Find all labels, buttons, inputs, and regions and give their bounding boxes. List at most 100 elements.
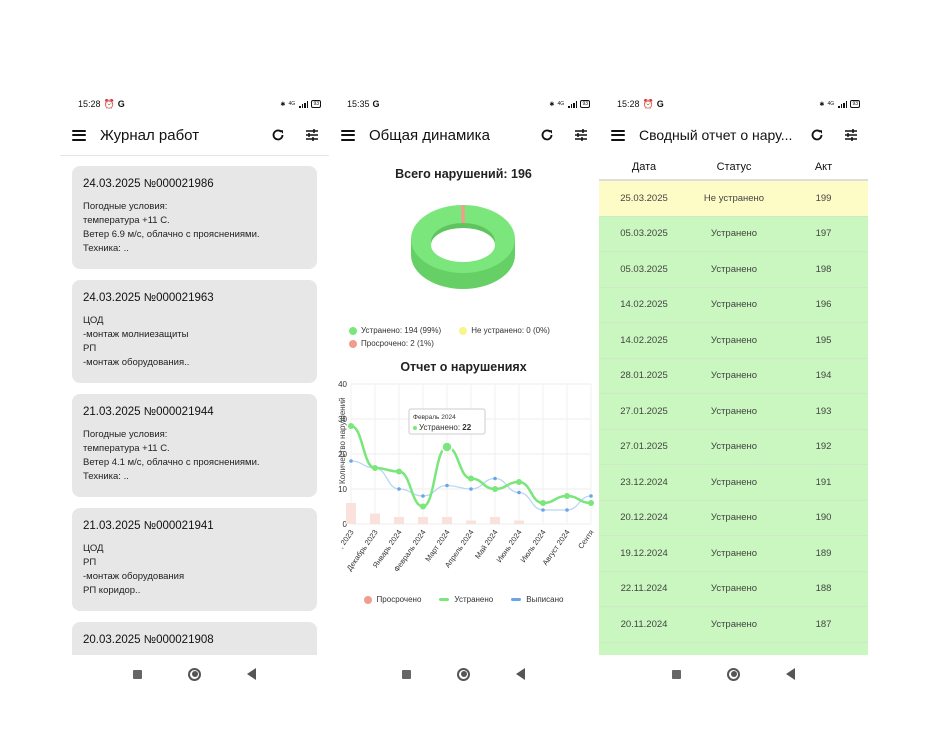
overdue-bar[interactable] — [418, 517, 428, 524]
table-row[interactable]: 28.01.2025 Устранено 194 — [599, 358, 868, 394]
overdue-bar[interactable] — [346, 503, 356, 524]
table-row[interactable]: 23.12.2024 Устранено 191 — [599, 465, 868, 501]
journal-card[interactable]: 24.03.2025 №000021986 Погодные условия: те… — [72, 166, 317, 269]
cell-date: 14.02.2025 — [620, 334, 668, 346]
column-header-act[interactable]: Акт — [814, 161, 833, 173]
filter-settings-icon[interactable] — [574, 128, 588, 142]
donut-slice-overdue[interactable] — [461, 205, 465, 223]
journal-card-line: ЦОД — [83, 315, 104, 326]
divider — [60, 155, 329, 156]
column-header-status[interactable]: Статус — [716, 161, 752, 173]
table-row[interactable]: 25.03.2025 Не устранено 199 — [599, 181, 868, 217]
recents-icon[interactable] — [402, 669, 411, 679]
back-icon[interactable] — [516, 668, 525, 680]
journal-card-line: -монтаж оборудования — [83, 571, 185, 582]
issued-point[interactable] — [565, 508, 569, 512]
table-row[interactable]: 22.11.2024 Устранено 188 — [599, 571, 868, 607]
legend-item[interactable]: Устранено: 194 (99%) — [349, 326, 441, 335]
refresh-icon[interactable] — [271, 128, 285, 142]
recents-icon[interactable] — [672, 669, 681, 679]
table-row[interactable]: 19.12.2024 Устранено 189 — [599, 536, 868, 572]
resolved-point[interactable] — [348, 423, 354, 429]
legend-label: Просрочено — [376, 595, 422, 604]
battery-icon: 93 — [850, 100, 860, 108]
resolved-point[interactable] — [492, 486, 498, 492]
home-icon[interactable] — [727, 667, 740, 681]
filter-settings-icon[interactable] — [305, 128, 319, 142]
resolved-point[interactable] — [468, 475, 474, 482]
cell-status: Устранено — [710, 334, 758, 346]
back-icon[interactable] — [247, 668, 256, 680]
menu-icon[interactable] — [341, 129, 355, 141]
journal-card-line: -монтаж оборудования.. — [83, 357, 190, 368]
refresh-icon[interactable] — [540, 128, 554, 142]
issued-point[interactable] — [541, 508, 545, 512]
home-icon[interactable] — [188, 667, 201, 681]
resolved-point[interactable] — [588, 500, 594, 506]
alarm-icon: ⏰ — [642, 98, 654, 109]
tooltip-label: Устранено: 22 — [419, 423, 472, 432]
issued-point[interactable] — [493, 476, 497, 481]
table-row[interactable]: 05.03.2025 Устранено 198 — [599, 252, 868, 288]
phone-general-dynamics: 15:35 G ✱ 4G 93 Общая динамика Всего нару… — [329, 93, 598, 693]
legend-item[interactable]: Просрочено — [363, 595, 422, 604]
overdue-bar[interactable] — [442, 517, 452, 524]
resolved-point[interactable] — [420, 503, 426, 510]
recents-icon[interactable] — [133, 669, 142, 679]
issued-point[interactable] — [469, 487, 473, 491]
back-icon[interactable] — [786, 668, 795, 680]
overdue-bar[interactable] — [370, 513, 380, 525]
legend-item[interactable]: Не устранено: 0 (0%) — [459, 326, 550, 335]
issued-point[interactable] — [589, 494, 593, 498]
phone-work-journal: 15:28 ⏰ G ✱ 4G 93 Журнал работ 24.03.2025 … — [60, 93, 329, 693]
table-row[interactable]: 27.01.2025 Устранено 192 — [599, 429, 868, 465]
journal-card[interactable]: 21.03.2025 №000021944 Погодные условия: те… — [72, 394, 317, 497]
cell-status: Устранено — [710, 441, 758, 453]
menu-icon[interactable] — [611, 129, 625, 141]
table-row[interactable]: 05.03.2025 Устранено 197 — [599, 216, 868, 252]
cell-status: Устранено — [710, 583, 758, 595]
cell-act: 190 — [815, 512, 832, 524]
menu-icon[interactable] — [72, 129, 86, 141]
column-header-date[interactable]: Дата — [631, 161, 657, 173]
highlighted-point[interactable] — [441, 441, 453, 453]
resolved-point[interactable] — [396, 468, 402, 475]
journal-card[interactable]: 21.03.2025 №000021941 ЦОД РП -монтаж оборуд… — [72, 508, 317, 611]
issued-point[interactable] — [421, 494, 425, 498]
refresh-icon[interactable] — [810, 128, 824, 142]
overdue-bar[interactable] — [466, 520, 476, 525]
overdue-bar[interactable] — [394, 517, 404, 524]
table-row[interactable]: 14.02.2025 Устранено 196 — [599, 287, 868, 323]
legend-item[interactable]: Устранено — [439, 595, 493, 604]
overdue-bar[interactable] — [514, 520, 524, 525]
journal-card-line: РП — [83, 557, 97, 568]
overdue-bar[interactable] — [490, 517, 500, 524]
status-bar: 15:35 G ✱ 4G 93 — [329, 93, 598, 115]
tooltip-value: 22 — [462, 423, 471, 432]
issued-point[interactable] — [445, 483, 449, 488]
table-row[interactable]: 20.12.2024 Устранено 190 — [599, 500, 868, 536]
system-nav-bar — [60, 655, 329, 693]
table-row[interactable]: 20.11.2024 Устранено 187 — [599, 607, 868, 643]
resolved-point[interactable] — [540, 500, 546, 506]
resolved-point[interactable] — [372, 465, 378, 471]
cell-act: 188 — [815, 583, 832, 595]
table-row[interactable]: 14.02.2025 Устранено 195 — [599, 323, 868, 359]
table-row[interactable]: 27.01.2025 Устранено 193 — [599, 394, 868, 430]
legend-label: Просрочено: 2 (1%) — [361, 339, 434, 348]
issued-point[interactable] — [349, 459, 353, 463]
resolved-point[interactable] — [516, 479, 522, 485]
legend-item[interactable]: Просрочено: 2 (1%) — [349, 339, 434, 348]
issued-point[interactable] — [397, 487, 401, 491]
x-tick-label: , 2023 — [336, 528, 355, 550]
issued-point[interactable] — [517, 490, 521, 495]
legend-swatch — [459, 326, 468, 335]
page-title: Сводный отчет о нару... — [639, 127, 793, 143]
legend-item[interactable]: Выписано — [511, 595, 563, 604]
journal-card-line: Ветер 4.1 м/с, облачно с прояснениями. — [83, 457, 260, 468]
filter-settings-icon[interactable] — [844, 128, 858, 142]
home-icon[interactable] — [457, 667, 470, 681]
journal-card[interactable]: 24.03.2025 №000021963 ЦОД -монтаж молниеза… — [72, 280, 317, 383]
resolved-point[interactable] — [564, 493, 570, 499]
